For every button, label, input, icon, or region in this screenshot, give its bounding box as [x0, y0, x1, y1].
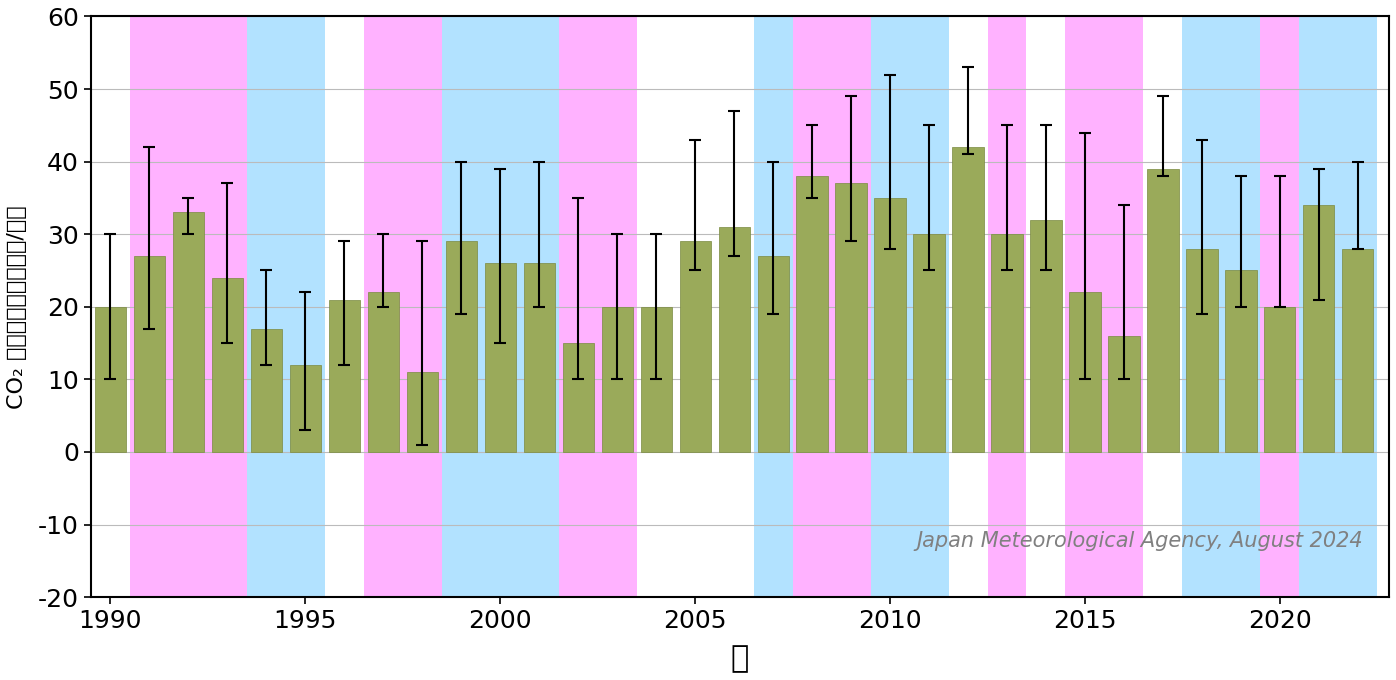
Text: Japan Meteorological Agency, August 2024: Japan Meteorological Agency, August 2024	[916, 530, 1362, 551]
Bar	[641, 307, 671, 452]
Bar	[212, 277, 243, 452]
Bar	[247, 16, 325, 597]
Bar	[558, 16, 637, 597]
Bar	[719, 227, 750, 452]
Bar	[991, 234, 1023, 452]
Bar	[524, 263, 554, 452]
Bar	[328, 299, 360, 452]
Bar	[952, 147, 984, 452]
Bar	[871, 16, 948, 597]
Bar	[441, 16, 558, 597]
Bar	[367, 292, 399, 452]
Bar	[874, 198, 906, 452]
Bar	[1300, 16, 1378, 597]
Bar	[1108, 336, 1139, 452]
Bar	[173, 212, 204, 452]
Bar	[134, 256, 165, 452]
Bar	[1030, 220, 1061, 452]
Bar	[1304, 205, 1335, 452]
Bar	[835, 184, 867, 452]
Bar	[758, 256, 789, 452]
Bar	[484, 263, 515, 452]
Bar	[1148, 169, 1178, 452]
Bar	[251, 328, 282, 452]
Bar	[1265, 307, 1295, 452]
Bar	[793, 16, 871, 597]
Bar	[797, 176, 828, 452]
Bar	[1343, 249, 1374, 452]
Bar	[680, 241, 711, 452]
Bar	[364, 16, 441, 597]
Bar	[208, 16, 247, 597]
Bar	[987, 16, 1026, 597]
Bar	[563, 343, 593, 452]
Bar	[1065, 16, 1143, 597]
Bar	[754, 16, 793, 597]
Bar	[913, 234, 945, 452]
Bar	[1226, 271, 1256, 452]
X-axis label: 年: 年	[732, 644, 750, 673]
Bar	[1069, 292, 1100, 452]
Bar	[290, 365, 321, 452]
Y-axis label: CO₂ 吸収量（億トン炭素/年）: CO₂ 吸収量（億トン炭素/年）	[7, 205, 27, 409]
Bar	[406, 372, 438, 452]
Bar	[445, 241, 477, 452]
Bar	[95, 307, 126, 452]
Bar	[602, 307, 632, 452]
Bar	[130, 16, 208, 597]
Bar	[1187, 249, 1217, 452]
Bar	[1261, 16, 1300, 597]
Bar	[1182, 16, 1261, 597]
